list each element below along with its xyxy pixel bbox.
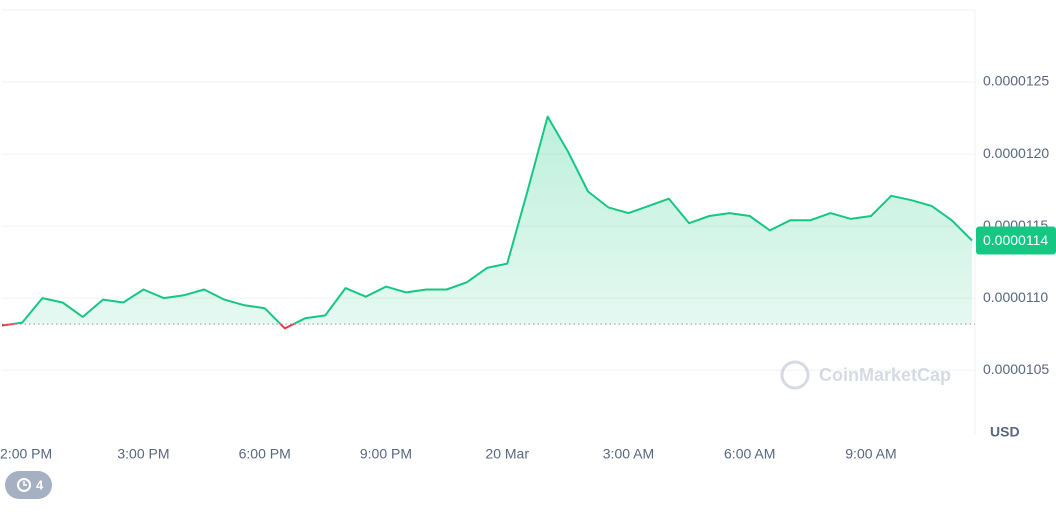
price-line xyxy=(4,115,973,325)
badge-icon[interactable] xyxy=(17,478,31,492)
current-price-box xyxy=(976,226,1056,255)
y-axis-label: USD xyxy=(990,424,1020,440)
badge-icon-hands[interactable] xyxy=(23,481,27,486)
y-tick-label: 0.0000120 xyxy=(983,145,1049,161)
x-tick-label: 6:00 AM xyxy=(724,446,775,462)
x-tick-label: 3:00 PM xyxy=(117,446,169,462)
x-tick-label: 9:00 PM xyxy=(360,446,412,462)
badge-count[interactable]: 4 xyxy=(36,477,44,492)
y-tick-label: 0.0000125 xyxy=(983,73,1049,89)
x-tick-label: 6:00 PM xyxy=(239,446,291,462)
badge-bg[interactable] xyxy=(5,471,52,499)
x-tick-label: 20 Mar xyxy=(485,446,529,462)
x-tick-label: 12:00 PM xyxy=(0,446,52,462)
watermark-logo xyxy=(780,360,810,390)
watermark-text: CoinMarketCap xyxy=(819,365,951,385)
x-tick-label: 9:00 AM xyxy=(845,446,896,462)
history-badge[interactable]: 4 xyxy=(5,471,52,499)
x-tick-label: 3:00 AM xyxy=(603,446,654,462)
area xyxy=(11,116,972,325)
current-price-label: 0.0000114 xyxy=(983,232,1048,248)
y-tick-label: 0.0000110 xyxy=(983,289,1048,305)
watermark: CoinMarketCap xyxy=(780,360,951,390)
y-tick-label: 0.0000105 xyxy=(983,361,1049,377)
